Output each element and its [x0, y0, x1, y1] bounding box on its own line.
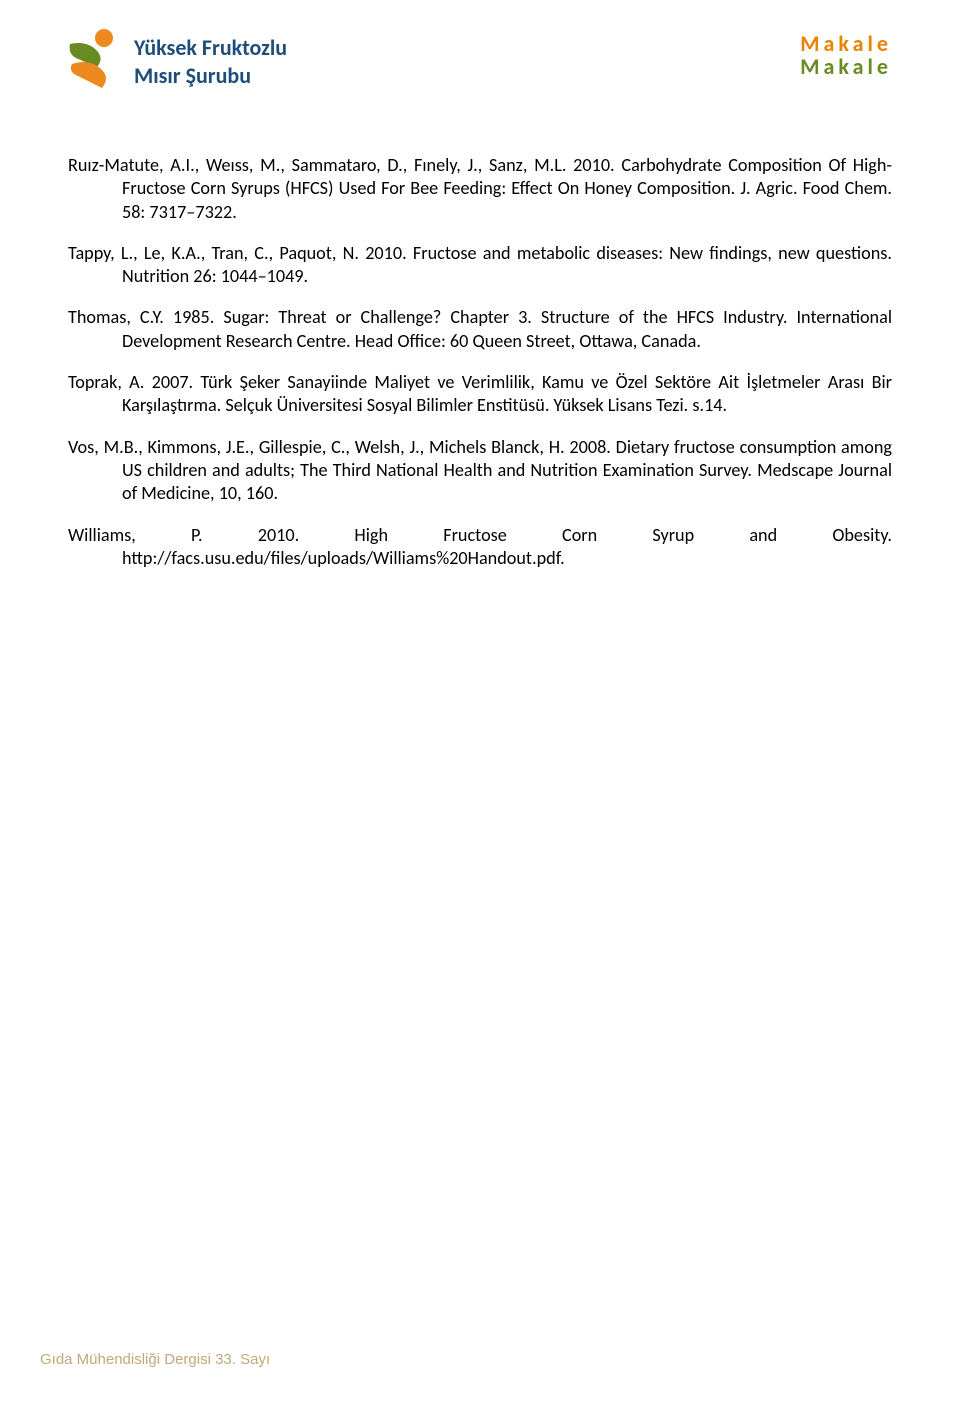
- logo-right: Makale Makale: [800, 32, 892, 78]
- reference-item: Williams, P. 2010. High Fructose Corn Sy…: [68, 524, 892, 571]
- page-header: Yüksek Fruktozlu Mısır Şurubu Makale Mak…: [68, 28, 892, 92]
- reference-item: Vos, M.B., Kimmons, J.E., Gillespie, C.,…: [68, 436, 892, 506]
- reference-item: Tappy, L., Le, K.A., Tran, C., Paquot, N…: [68, 242, 892, 289]
- header-title: Yüksek Fruktozlu Mısır Şurubu: [134, 34, 287, 89]
- reference-item: Ruız-Matute, A.I., Weıss, M., Sammataro,…: [68, 154, 892, 224]
- title-line-1: Yüksek Fruktozlu: [134, 34, 287, 62]
- references-section: Ruız-Matute, A.I., Weıss, M., Sammataro,…: [68, 154, 892, 570]
- logo-icon: [68, 28, 124, 92]
- header-left-group: Yüksek Fruktozlu Mısır Şurubu: [68, 28, 287, 92]
- page-footer: Gıda Mühendisliği Dergisi 33. Sayı: [40, 1351, 270, 1368]
- reference-item: Thomas, C.Y. 1985. Sugar: Threat or Chal…: [68, 306, 892, 353]
- logo-right-line1: Makale: [800, 32, 892, 55]
- title-line-2: Mısır Şurubu: [134, 62, 287, 90]
- logo-right-line2: Makale: [800, 55, 892, 78]
- reference-item: Toprak, A. 2007. Türk Şeker Sanayiinde M…: [68, 371, 892, 418]
